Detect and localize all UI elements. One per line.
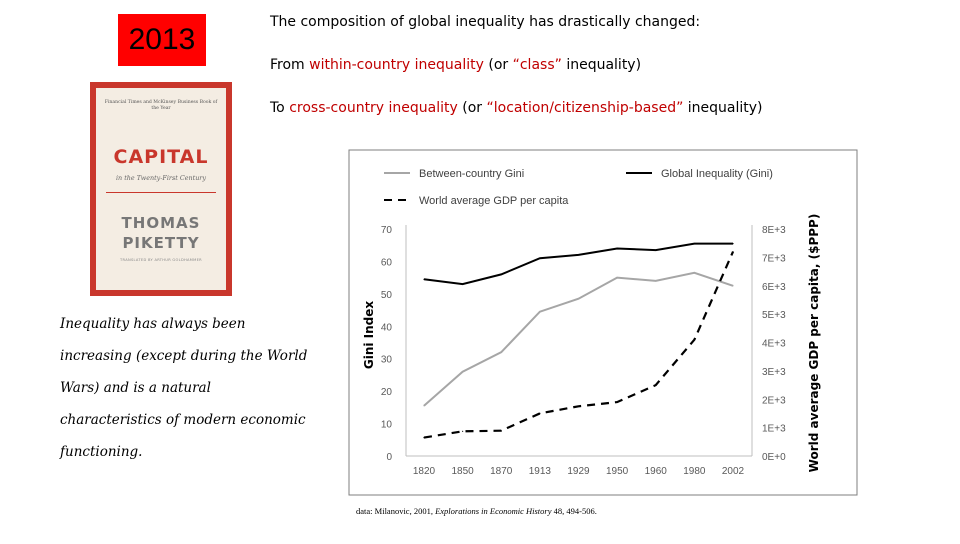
- series-point-0: [423, 405, 425, 407]
- source-prefix: data: Milanovic, 2001,: [356, 506, 436, 516]
- chart-legend: Between-country Gini Global Inequality (G…: [384, 168, 773, 207]
- x-tick-label: 1960: [645, 466, 668, 477]
- book-author-first: THOMAS: [121, 214, 201, 232]
- series-point-1: [655, 249, 657, 251]
- legend-label: World average GDP per capita: [419, 195, 569, 207]
- x-tick-label: 1980: [683, 466, 706, 477]
- from-quote: “class”: [512, 57, 562, 73]
- to-quote: “location/citizenship-based”: [486, 100, 684, 116]
- data-source-note: data: Milanovic, 2001, Explorations in E…: [356, 506, 597, 516]
- left-tick-label: 0: [386, 452, 392, 463]
- series-point-0: [655, 280, 657, 282]
- to-term: cross-country inequality: [289, 100, 458, 116]
- left-tick-label: 20: [381, 387, 393, 398]
- chart-series: [423, 242, 735, 439]
- to-prefix: To: [270, 100, 290, 116]
- series-point-1: [500, 273, 502, 275]
- book-subtitle: in the Twenty-First Century: [116, 174, 206, 182]
- from-line: From within-country inequality (or “clas…: [270, 57, 641, 73]
- series-point-0: [539, 311, 541, 313]
- book-title: CAPITAL: [113, 146, 209, 168]
- series-point-2: [693, 339, 695, 341]
- x-tick-label: 1950: [606, 466, 629, 477]
- x-tick-label: 1913: [529, 466, 552, 477]
- book-cover-paper: Financial Times and McKinsey Business Bo…: [96, 88, 226, 290]
- book-cover-image: Financial Times and McKinsey Business Bo…: [90, 82, 232, 296]
- x-tick-label: 1929: [567, 466, 590, 477]
- x-tick-label: 1870: [490, 466, 513, 477]
- series-point-1: [616, 247, 618, 250]
- x-tick-label: 2002: [722, 466, 745, 477]
- book-rule-top: [106, 192, 216, 193]
- series-point-2: [616, 401, 618, 403]
- right-tick-label: 1E+3: [762, 424, 786, 435]
- series-point-2: [539, 412, 541, 414]
- to-mid: (or: [457, 100, 487, 116]
- book-translator: TRANSLATED BY ARTHUR GOLDHAMMER: [120, 258, 202, 262]
- source-journal: Explorations in Economic History: [435, 506, 552, 516]
- series-point-0: [577, 298, 580, 300]
- x-tick-label: 1850: [452, 466, 475, 477]
- series-point-1: [423, 278, 425, 280]
- left-axis-title: Gini Index: [362, 301, 376, 370]
- series-point-1: [577, 254, 580, 256]
- chart-axes: 0 10 20 30 40 50 60 70 0E+0 1E+3 2E+3 3E+3 4E+3 5E+3 6…: [362, 214, 821, 477]
- from-term: within-country inequality: [309, 57, 484, 73]
- legend-label: Global Inequality (Gini): [661, 168, 773, 180]
- series-point-1: [732, 243, 734, 245]
- legend-label: Between-country Gini: [419, 168, 524, 180]
- x-tick-label: 1820: [413, 466, 436, 477]
- left-tick-label: 50: [381, 290, 393, 301]
- series-point-0: [732, 285, 734, 287]
- book-blurb: Financial Times and McKinsey Business Bo…: [104, 100, 218, 111]
- chart-frame: [348, 149, 858, 496]
- right-tick-label: 4E+3: [762, 339, 786, 350]
- series-point-1: [693, 243, 695, 245]
- from-mid: (or: [483, 57, 513, 73]
- series-point-0: [693, 272, 695, 274]
- right-tick-label: 0E+0: [762, 452, 786, 463]
- series-point-1: [539, 257, 541, 259]
- right-tick-label: 3E+3: [762, 367, 786, 378]
- to-suffix: inequality): [683, 100, 763, 116]
- left-tick-label: 30: [381, 355, 393, 366]
- series-point-0: [616, 277, 618, 279]
- from-prefix: From: [270, 57, 310, 73]
- source-suffix: 48, 494-506.: [551, 506, 597, 516]
- left-tick-label: 40: [381, 322, 393, 333]
- right-tick-label: 7E+3: [762, 253, 786, 264]
- series-point-2: [655, 384, 657, 386]
- book-author-last: PIKETTY: [122, 234, 200, 252]
- right-axis-title: World average GDP per capita, ($PPP): [807, 214, 821, 473]
- series-point-0: [462, 371, 464, 373]
- right-tick-label: 8E+3: [762, 225, 786, 236]
- slide-headline: The composition of global inequality has…: [270, 14, 701, 30]
- inequality-claim: Inequality has always been increasing (e…: [60, 316, 308, 460]
- left-tick-label: 60: [381, 257, 393, 268]
- right-tick-label: 2E+3: [762, 395, 786, 406]
- right-tick-label: 6E+3: [762, 282, 786, 293]
- left-tick-label: 10: [381, 420, 393, 431]
- year-badge: 2013: [118, 14, 206, 66]
- series-point-0: [500, 351, 502, 353]
- series-point-2: [577, 405, 580, 407]
- from-suffix: inequality): [561, 57, 642, 73]
- series-point-2: [423, 437, 425, 439]
- series-point-2: [732, 251, 734, 253]
- series-point-2: [462, 430, 464, 432]
- series-point-1: [462, 283, 464, 285]
- to-line: To cross-country inequality (or “locatio…: [270, 100, 763, 116]
- right-tick-label: 5E+3: [762, 310, 786, 321]
- left-tick-label: 70: [381, 225, 393, 236]
- series-point-2: [500, 430, 502, 432]
